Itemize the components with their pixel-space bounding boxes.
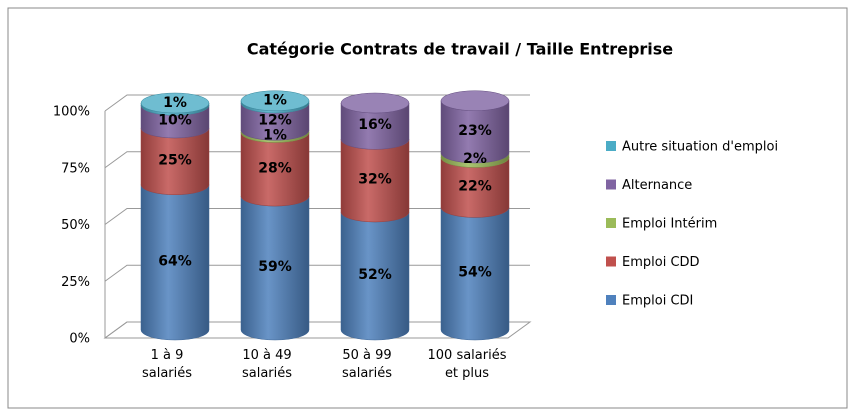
y-tick-label: 100% — [53, 105, 90, 120]
data-label: 59% — [258, 259, 292, 275]
bar-cap — [240, 90, 310, 111]
data-label: 64% — [158, 253, 192, 269]
data-label: 1% — [163, 95, 187, 111]
data-label: 25% — [158, 152, 192, 168]
x-tick-label: 10 à 49 salariés — [242, 348, 292, 381]
bar-cap — [440, 90, 510, 111]
x-tick-label: 50 à 99 salariés — [342, 348, 392, 381]
legend-label: Alternance — [622, 178, 692, 193]
y-tick-label: 0% — [69, 332, 90, 347]
y-tick-label: 50% — [61, 218, 90, 233]
legend-swatch — [606, 218, 616, 228]
y-tick-label: 75% — [61, 161, 90, 176]
legend-label: Emploi CDI — [622, 294, 693, 309]
data-label: 1% — [263, 93, 287, 109]
data-label: 23% — [458, 123, 492, 139]
x-tick-label: 1 à 9 salariés — [142, 348, 192, 381]
data-label: 1% — [263, 127, 287, 143]
data-label: 54% — [458, 265, 492, 281]
y-tick-label: 25% — [61, 275, 90, 290]
chart-title: Catégorie Contrats de travail / Taille E… — [247, 40, 673, 59]
data-label: 10% — [158, 113, 192, 129]
legend-swatch — [606, 256, 616, 267]
x-tick-label: 100 salariés et plus — [428, 348, 507, 381]
data-label: 22% — [458, 178, 492, 194]
legend-label: Autre situation d'emploi — [622, 140, 778, 155]
data-label: 28% — [258, 160, 292, 176]
data-label: 2% — [463, 151, 487, 167]
legend-label: Emploi CDD — [622, 255, 700, 270]
legend-swatch — [606, 141, 616, 151]
legend-swatch — [606, 179, 616, 190]
legend-label: Emploi Intérim — [622, 217, 717, 232]
bar-cap — [340, 92, 410, 114]
data-label: 12% — [258, 113, 292, 129]
legend-swatch — [606, 295, 616, 305]
data-label: 16% — [358, 117, 392, 133]
data-label: 32% — [358, 172, 392, 188]
bar-cap — [140, 92, 210, 114]
data-label: 52% — [358, 267, 392, 283]
